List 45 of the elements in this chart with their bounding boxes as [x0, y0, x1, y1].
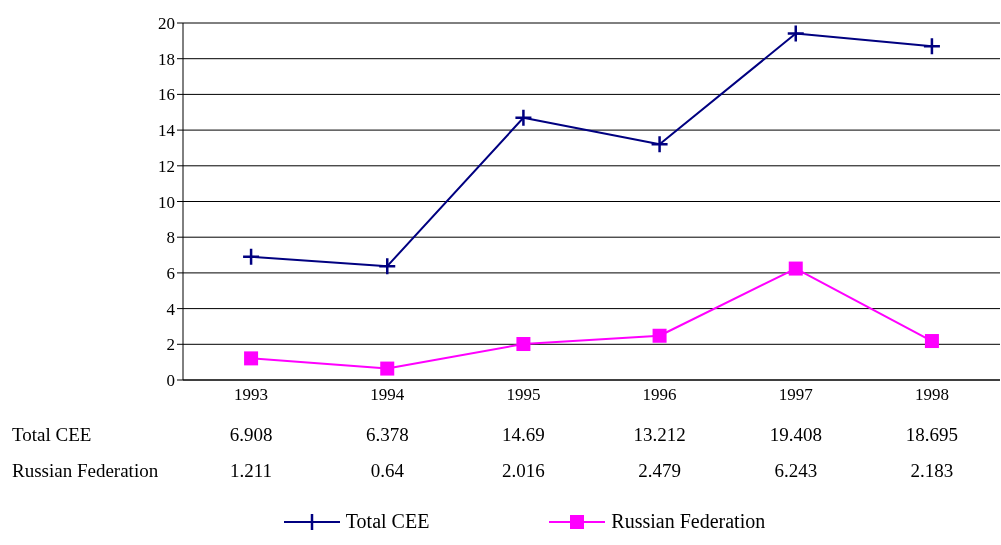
point: [244, 351, 259, 366]
data-label: 6.378: [365, 424, 409, 446]
point: [650, 134, 669, 154]
y-tick-label: 20: [158, 14, 175, 34]
point: [516, 337, 531, 352]
y-tick-label: 12: [158, 156, 175, 176]
data-label: 2.183: [910, 460, 954, 482]
data-label: 6.243: [774, 460, 818, 482]
text: Russian Federation: [12, 460, 159, 481]
y-tick-label: 18: [158, 49, 175, 69]
legend-label: Total CEE: [345, 510, 430, 533]
data-label: 2.479: [638, 460, 681, 482]
data-label: 6.908: [229, 424, 273, 446]
y-tick-label: 8: [166, 228, 175, 248]
data-label: 14.69: [502, 424, 545, 446]
point: [788, 261, 803, 276]
x-tick-label: 1997: [778, 385, 814, 405]
text: Total CEE: [12, 424, 92, 445]
y-tick-label: 4: [166, 299, 176, 319]
point: [378, 256, 397, 276]
data-label: 18.695: [905, 424, 959, 446]
point: [924, 334, 939, 349]
point: [652, 328, 667, 343]
point: [922, 37, 942, 56]
y-tick-label: 0: [166, 371, 175, 391]
x-tick-label: 1998: [914, 385, 949, 405]
data-label: 13.212: [633, 424, 686, 446]
point: [786, 24, 805, 43]
data-label: 19.408: [769, 424, 822, 446]
y-tick-label: 6: [166, 263, 175, 283]
point: [514, 108, 533, 128]
x-tick-label: 1996: [642, 385, 677, 405]
y-tick-label: 2: [166, 335, 175, 355]
x-tick-label: 1993: [234, 385, 269, 405]
data-label: 0.64: [370, 460, 404, 482]
point: [241, 247, 261, 266]
point: [380, 361, 395, 376]
data-label: 1.211: [230, 460, 273, 482]
data-label: 2.016: [502, 460, 545, 482]
y-tick-label: 14: [158, 121, 176, 141]
y-tick-label: 16: [158, 85, 175, 105]
x-tick-label: 1994: [370, 385, 405, 405]
legend-label: Russian Federation: [611, 510, 766, 533]
x-tick-label: 1995: [506, 385, 541, 405]
y-tick-label: 10: [158, 192, 175, 212]
